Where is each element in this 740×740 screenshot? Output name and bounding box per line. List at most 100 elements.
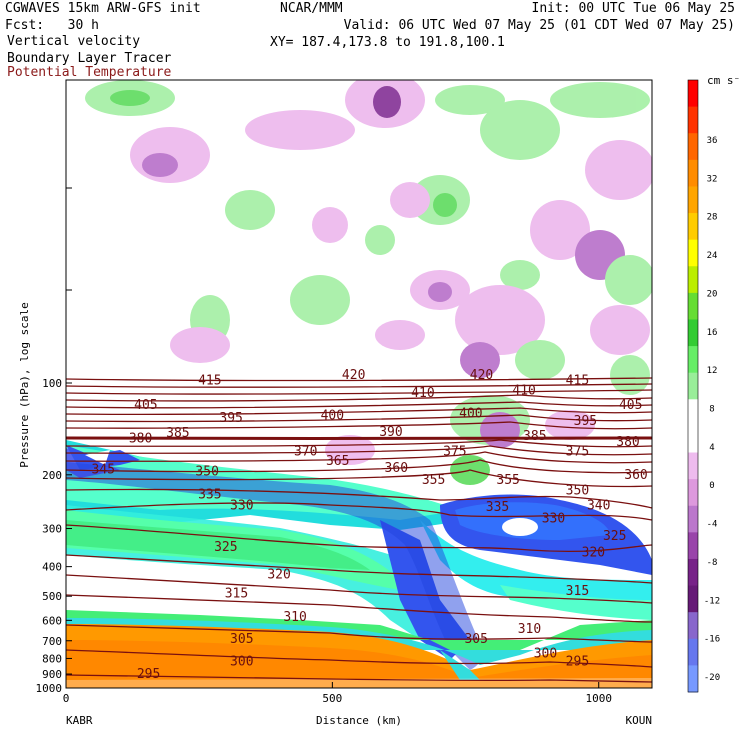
colorbar-swatch xyxy=(688,399,698,427)
theta-label: 295 xyxy=(566,655,589,670)
x-tick-label: 1000 xyxy=(585,692,612,705)
theta-label: 315 xyxy=(566,584,589,599)
theta-label: 325 xyxy=(214,540,237,555)
theta-label: 360 xyxy=(385,461,408,476)
colorbar-swatch xyxy=(688,292,698,320)
theta-label: 355 xyxy=(496,473,519,488)
colorbar-swatch xyxy=(688,213,698,241)
y-tick-label: 700 xyxy=(42,635,62,648)
theta-label: 365 xyxy=(326,454,349,469)
theta-label: 300 xyxy=(230,655,253,670)
colorbar-swatch xyxy=(688,319,698,347)
y-tick-label: 400 xyxy=(42,561,62,574)
colorbar-label: 32 xyxy=(707,174,718,184)
theta-label: 330 xyxy=(230,498,253,513)
colorbar-label: -8 xyxy=(707,558,718,568)
theta-label: 320 xyxy=(267,568,290,583)
colorbar-swatch xyxy=(688,479,698,507)
theta-label: 350 xyxy=(566,483,589,498)
init-time: Init: 00 UTC Tue 06 May 25 xyxy=(531,1,736,16)
field-label-theta: Potential Temperature xyxy=(7,65,172,80)
colorbar-label: -12 xyxy=(704,596,720,606)
organization: NCAR/MMM xyxy=(280,1,343,16)
colorbar-swatch xyxy=(688,239,698,267)
theta-label: 335 xyxy=(486,500,509,515)
y-tick-label: 200 xyxy=(42,469,62,482)
theta-contours xyxy=(66,377,652,683)
theta-label: 370 xyxy=(294,445,317,460)
colorbar-swatch xyxy=(688,133,698,161)
theta-label: 410 xyxy=(411,386,434,401)
theta-label: 295 xyxy=(137,667,160,682)
model-title: CGWAVES 15km ARW-GFS init xyxy=(5,1,201,16)
colorbar-label: 8 xyxy=(709,405,714,415)
y-tick-label: 300 xyxy=(42,523,62,536)
y-tick-label: 1000 xyxy=(36,682,63,695)
colorbar-label: -4 xyxy=(707,520,718,530)
colorbar-swatch xyxy=(688,346,698,374)
colorbar-swatch xyxy=(688,80,698,108)
theta-label: 405 xyxy=(134,398,157,413)
x-tick-label: 0 xyxy=(63,692,70,705)
colorbar: 36 32 28 24 20 16 12 8 4 0 -4 -8 -12 -16 -20 xyxy=(687,79,720,693)
theta-label: 385 xyxy=(166,426,189,441)
theta-label: 395 xyxy=(219,411,242,426)
theta-label: 385 xyxy=(523,429,546,444)
colorbar-label: -20 xyxy=(704,673,720,683)
theta-label: 395 xyxy=(574,414,597,429)
colorbar-swatch xyxy=(688,159,698,187)
cross-section-endpoints: XY= 187.4,173.8 to 191.8,100.1 xyxy=(270,35,505,50)
y-tick-label: 800 xyxy=(42,652,62,665)
colorbar-label: 4 xyxy=(709,443,714,453)
colorbar-swatch xyxy=(688,372,698,400)
x-tick-label: 500 xyxy=(322,692,342,705)
colorbar-unit: cm s⁻¹ xyxy=(707,74,740,87)
theta-label: 420 xyxy=(470,368,493,383)
theta-label: 375 xyxy=(443,445,466,460)
theta-labels: 415 420 420 415 405 410 410 405 395 400 400 395 380 3… xyxy=(92,368,648,682)
colorbar-swatch xyxy=(688,106,698,134)
theta-label: 335 xyxy=(198,487,221,502)
theta-label: 375 xyxy=(566,445,589,460)
valid-time: Valid: 06 UTC Wed 07 May 25 (01 CDT Wed … xyxy=(343,18,735,33)
left-station-label: KABR xyxy=(66,714,93,727)
colorbar-swatch xyxy=(688,505,698,533)
colorbar-label: 28 xyxy=(707,213,718,223)
colorbar-swatch xyxy=(688,665,698,693)
colorbar-swatch xyxy=(688,452,698,480)
theta-label: 345 xyxy=(92,462,115,477)
theta-label: 400 xyxy=(459,407,482,422)
colorbar-label: 12 xyxy=(707,366,718,376)
theta-label: 305 xyxy=(230,632,253,647)
theta-label: 350 xyxy=(195,464,218,479)
theta-label: 330 xyxy=(542,511,565,526)
theta-label: 400 xyxy=(321,409,344,424)
colorbar-frame xyxy=(687,79,699,693)
y-tick-label: 600 xyxy=(42,614,62,627)
theta-label: 415 xyxy=(566,373,589,388)
field-label-tracer: Boundary Layer Tracer xyxy=(7,51,172,66)
colorbar-label: -16 xyxy=(704,635,720,645)
theta-label: 410 xyxy=(512,384,535,399)
theta-label: 325 xyxy=(603,529,626,544)
plot-area: 415 420 420 415 405 410 410 405 395 400 400 395 380 3… xyxy=(66,80,652,688)
plot-frame xyxy=(65,79,653,689)
colorbar-swatch xyxy=(688,558,698,587)
colorbar-swatch xyxy=(688,186,698,214)
forecast-hour: Fcst: 30 h xyxy=(5,18,99,33)
colorbar-swatch xyxy=(688,638,698,666)
colorbar-swatch xyxy=(688,266,698,294)
theta-label: 305 xyxy=(464,632,487,647)
colorbar-swatch xyxy=(688,585,698,613)
theta-label: 320 xyxy=(582,546,605,561)
theta-label: 390 xyxy=(379,425,402,440)
right-station-label: KOUN xyxy=(626,714,653,727)
theta-label: 360 xyxy=(624,468,647,483)
theta-label: 315 xyxy=(225,587,248,602)
theta-label: 300 xyxy=(534,646,557,661)
colorbar-label: 20 xyxy=(707,289,718,299)
colorbar-swatch xyxy=(688,612,698,640)
colorbar-label: 24 xyxy=(707,251,718,261)
